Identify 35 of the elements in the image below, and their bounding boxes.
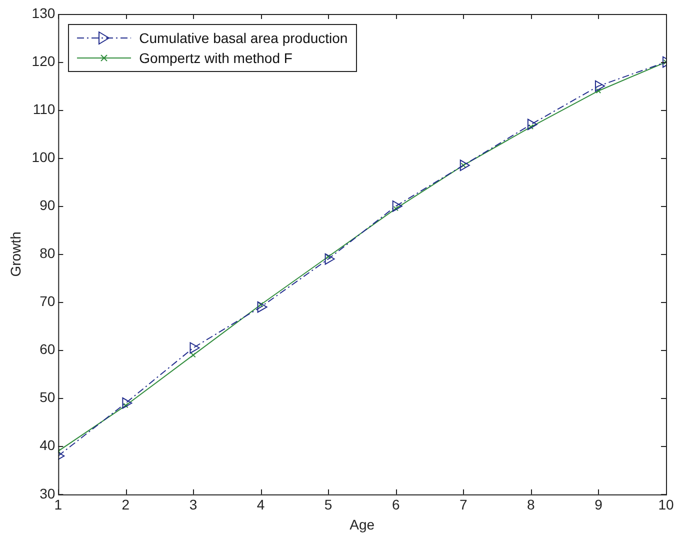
x-tick-label: 5 [324,496,332,513]
x-tick-label: 7 [459,496,468,513]
point [392,200,402,212]
y-tick-label: 60 [40,341,56,358]
y-tick-label: 80 [40,245,56,262]
y-tick-label: 120 [32,52,56,69]
x-tick-label: 3 [189,496,198,513]
point [257,301,268,313]
x-axis-title: Age [350,516,375,532]
y-tick-label: 70 [40,293,56,310]
x-tick-label: 1 [54,496,62,513]
point [122,397,132,409]
y-tick-label: 40 [40,437,56,454]
y-tick-label: 90 [40,197,56,214]
point [190,352,196,358]
y-axis-title: Growth [7,232,24,277]
x-tick-label: 10 [658,496,674,513]
y-tick-label: 110 [32,100,56,117]
x-tick-label: 8 [527,496,536,513]
x-tick-label: 9 [594,496,603,513]
point [190,342,200,354]
point [527,118,538,130]
y-tick-label: 50 [40,389,56,406]
y-tick-label: 100 [32,148,56,165]
x-tick-label: 6 [392,496,400,513]
legend-label: Cumulative basal area production [139,30,348,46]
y-tick-label: 30 [40,485,56,502]
x-tick-label: 2 [122,496,130,513]
x-tick-label: 4 [256,496,265,513]
point [324,253,335,265]
point [594,80,605,92]
point [460,160,470,172]
y-tick-label: 130 [32,4,56,21]
point [596,88,602,94]
legend-label: Gompertz with method F [139,50,292,66]
